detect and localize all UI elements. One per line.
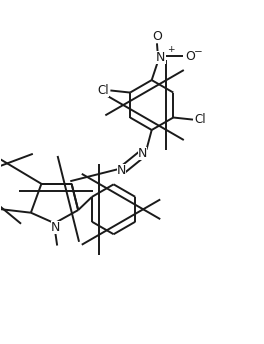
Text: N: N (117, 164, 126, 177)
Text: N: N (51, 222, 60, 235)
Text: O: O (152, 30, 162, 43)
Text: N: N (156, 51, 166, 64)
Text: O: O (185, 50, 195, 63)
Text: Cl: Cl (194, 113, 206, 126)
Text: N: N (138, 147, 147, 160)
Text: +: + (167, 45, 175, 54)
Text: −: − (194, 47, 202, 57)
Text: Cl: Cl (98, 84, 109, 97)
